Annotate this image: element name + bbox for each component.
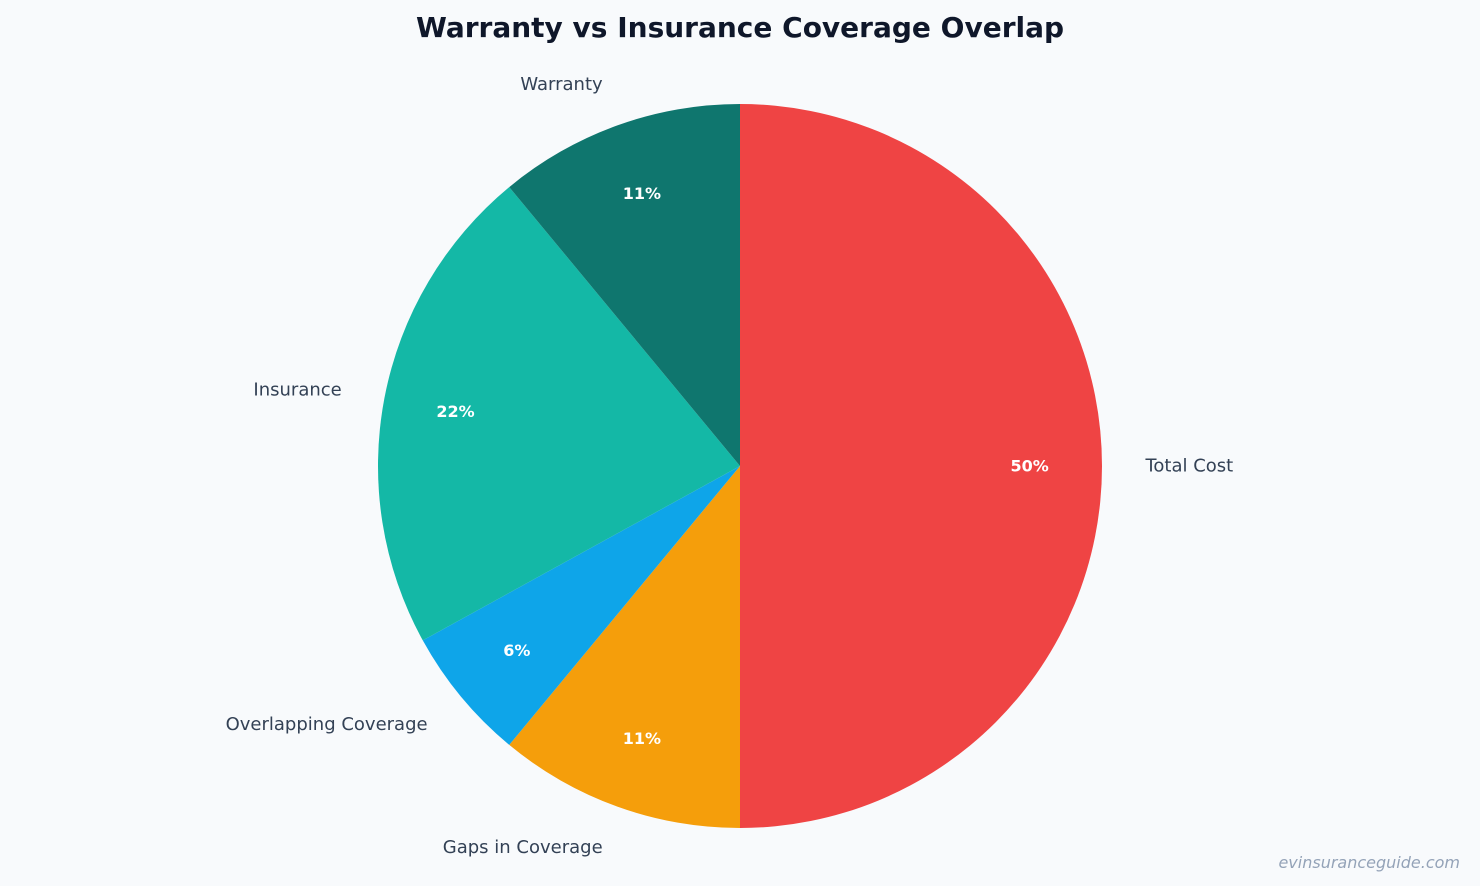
pie-category-labels: Total Cost Gaps in Coverage Overlapping Co… <box>226 74 1234 858</box>
pie-value-insurance: 22% <box>436 402 474 421</box>
pie-label-total-cost: Total Cost <box>1144 456 1233 477</box>
pie-slice-insurance <box>378 187 740 641</box>
pie-slices <box>378 104 1102 828</box>
pie-label-insurance: Insurance <box>253 380 341 401</box>
chart-title: Warranty vs Insurance Coverage Overlap <box>416 11 1064 44</box>
pie-value-gaps-in-coverage: 11% <box>623 729 661 748</box>
pie-slice-warranty <box>509 104 740 466</box>
pie-slice-gaps-in-coverage <box>509 466 740 828</box>
pie-value-total-cost: 50% <box>1010 457 1048 476</box>
watermark: evinsuranceguide.com <box>1278 853 1460 872</box>
pie-value-overlapping-coverage: 6% <box>503 641 530 660</box>
pie-label-gaps-in-coverage: Gaps in Coverage <box>443 837 603 858</box>
pie-value-labels: 50% 11% 6% 22% 11% <box>436 184 1048 748</box>
pie-slice-total-cost <box>740 104 1102 828</box>
pie-label-warranty: Warranty <box>520 74 603 95</box>
pie-label-overlapping-coverage: Overlapping Coverage <box>226 714 428 735</box>
pie-slice-overlapping-coverage <box>422 466 740 745</box>
pie-value-warranty: 11% <box>623 184 661 203</box>
